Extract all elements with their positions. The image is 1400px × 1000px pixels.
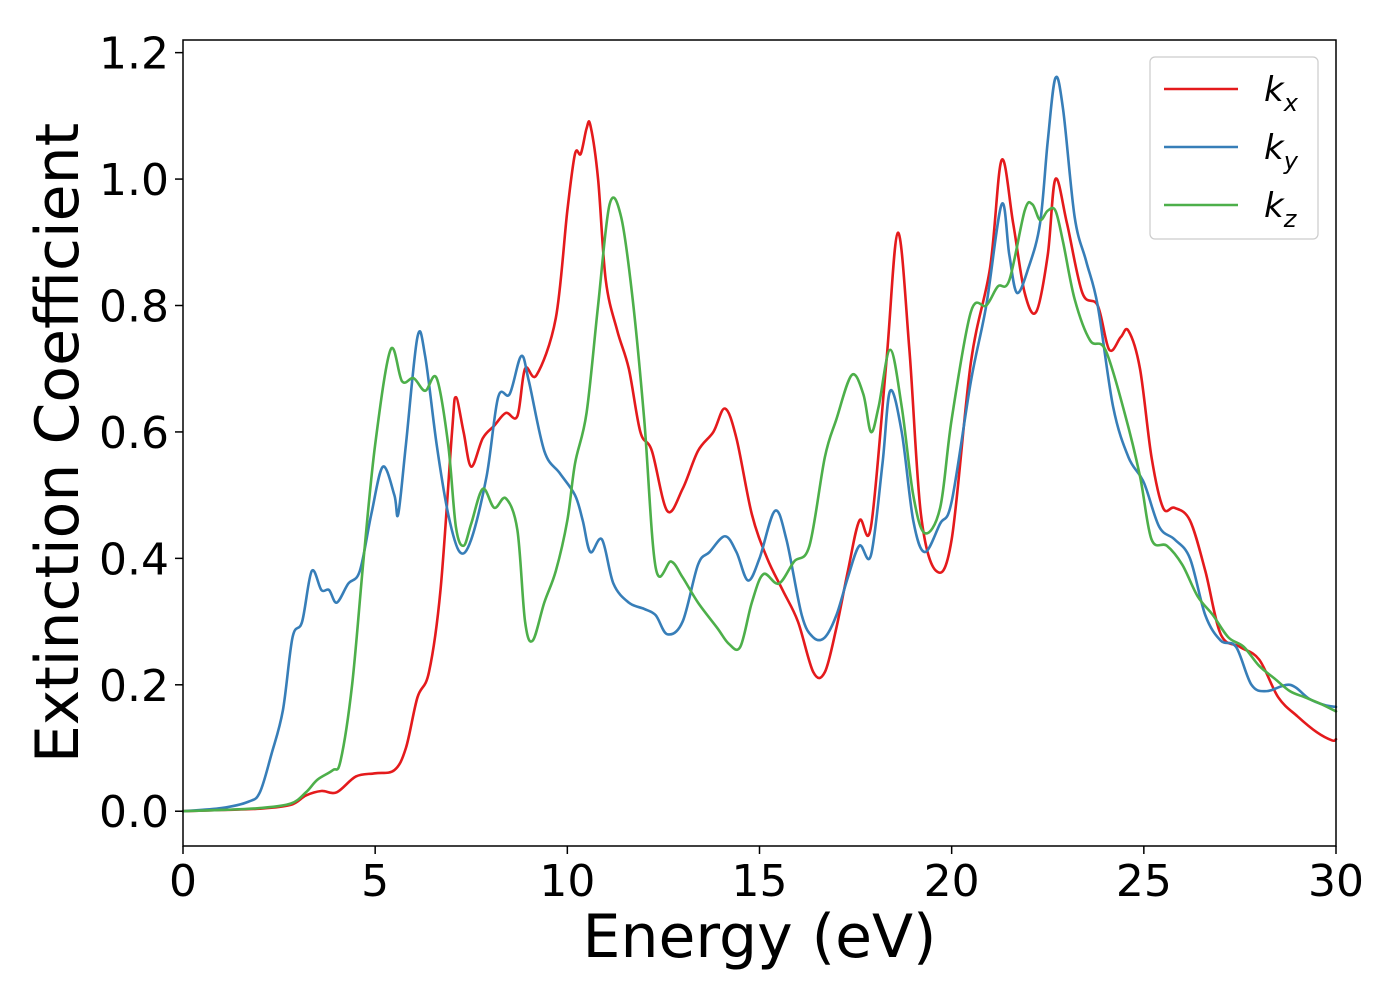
series-line-kx [181,120,1338,813]
x-tick-label: 25 [1116,856,1172,907]
legend-label-sub: y [1283,147,1299,175]
x-tick-label: 15 [732,856,788,907]
legend-label-ky: ky [1264,128,1299,175]
y-tick-label: 0.8 [99,282,169,333]
x-tick-label: 10 [539,856,595,907]
legend-label-kz: kz [1264,186,1298,233]
series-line-kz [181,196,1338,813]
x-axis: 0 5 10 15 20 25 30 [169,846,1364,907]
legend-label-kx: kx [1264,70,1299,117]
legend-label-main: k [1264,70,1285,110]
x-tick-label: 20 [924,856,980,907]
y-axis-title: Extinction Coefficient [23,123,93,763]
y-tick-label: 1.0 [99,155,169,206]
series-line-ky [181,75,1338,813]
y-tick-label: 0.6 [99,408,169,459]
x-tick-label: 30 [1308,856,1364,907]
x-axis-title: Energy (eV) [583,902,937,972]
y-tick-label: 0.2 [99,661,169,712]
y-tick-label: 0.4 [99,534,169,585]
legend-label-sub: z [1283,205,1298,233]
y-tick-label: 1.2 [99,29,169,80]
x-tick-label: 5 [361,856,389,907]
y-axis: 0.0 0.2 0.4 0.6 0.8 1.0 1.2 [99,29,183,838]
legend-label-sub: x [1283,89,1299,117]
legend-label-main: k [1264,128,1285,168]
legend-label-main: k [1264,186,1285,226]
series-layer [181,75,1338,813]
x-tick-label: 0 [169,856,197,907]
y-tick-label: 0.0 [99,787,169,838]
